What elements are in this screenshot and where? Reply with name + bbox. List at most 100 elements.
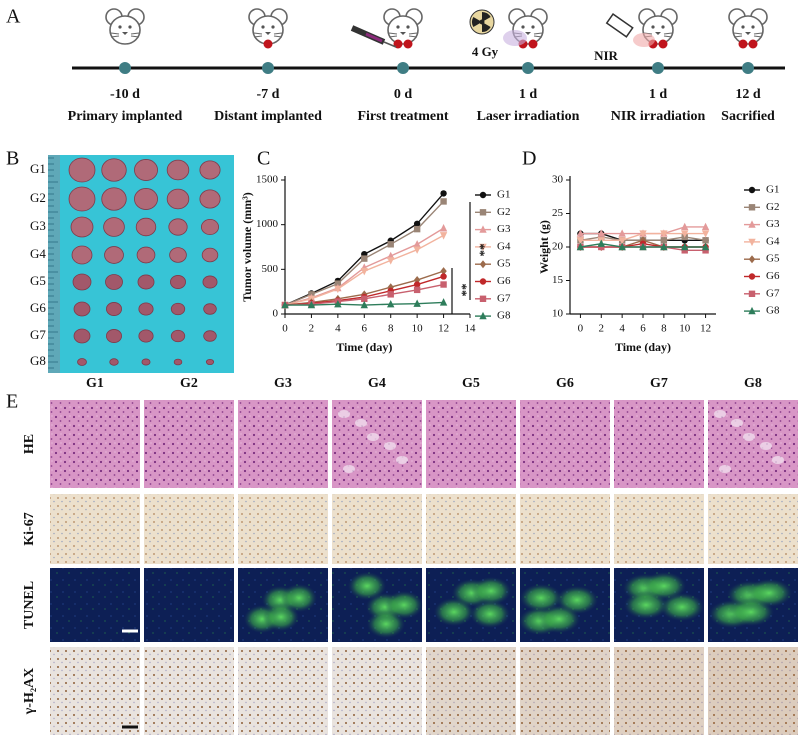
timeline-event: Laser irradiation: [477, 109, 580, 124]
marker: [639, 230, 647, 238]
legend-marker: [479, 260, 487, 269]
micrograph: [238, 400, 328, 488]
panel-label: B: [6, 148, 19, 170]
legend-marker: [748, 238, 756, 247]
significance-label: **: [473, 244, 488, 257]
tunel-signal: [263, 603, 299, 631]
tumor: [109, 358, 119, 366]
marker: [639, 242, 647, 251]
column-header: G1: [86, 376, 104, 391]
ruler: [48, 155, 60, 373]
tumor: [103, 217, 125, 237]
tissue-void: [714, 410, 726, 418]
legend-marker: [748, 220, 756, 228]
radiation-blade: [472, 17, 482, 27]
marker: [681, 242, 689, 251]
tumor: [203, 303, 217, 315]
row-header: HE: [22, 434, 37, 454]
marker: [701, 242, 710, 251]
timeline-day: -10 d: [110, 87, 140, 102]
marker: [334, 280, 342, 287]
tunel-signal: [348, 572, 386, 600]
legend-label: G4: [766, 235, 780, 247]
tumor: [138, 302, 154, 316]
marker: [413, 220, 421, 227]
marker: [702, 237, 709, 244]
timeline-day: -7 d: [257, 87, 280, 102]
tissue-void: [743, 433, 755, 441]
x-tick-label: 0: [578, 323, 584, 335]
radiation-blade: [482, 12, 491, 22]
tissue-void: [367, 433, 379, 441]
dose-label: 4 Gy: [472, 44, 499, 59]
photo-row-label: G4: [30, 246, 46, 261]
tissue-void: [396, 456, 408, 464]
tunel-signal: [471, 577, 511, 605]
y-tick-label: 30: [552, 174, 564, 186]
legend-marker: [479, 278, 487, 285]
nir-beam: [633, 33, 655, 47]
marker: [597, 229, 605, 237]
marker: [387, 241, 394, 248]
marker: [576, 242, 585, 251]
tunel-signal: [728, 598, 774, 626]
y-tick-label: 15: [552, 274, 564, 286]
tumor: [73, 328, 91, 344]
tunel-signal: [660, 593, 704, 621]
tissue-void: [355, 419, 367, 427]
column-header: G8: [744, 376, 762, 391]
tumor: [72, 273, 92, 291]
tissue-void: [772, 456, 784, 464]
marker: [334, 285, 342, 294]
marker: [618, 229, 626, 237]
column-header: G5: [462, 376, 480, 391]
marker: [439, 232, 448, 240]
tumor: [200, 218, 219, 235]
legend-marker: [748, 186, 756, 194]
tumor: [168, 218, 188, 236]
micrograph: [520, 400, 610, 488]
marker: [576, 229, 585, 237]
timeline-dot: [652, 62, 664, 74]
legend-label: G2: [497, 206, 510, 218]
y-tick-label: 10: [552, 308, 564, 320]
micrograph: [144, 568, 234, 642]
tissue-void: [338, 410, 350, 418]
tumor-icon: [748, 39, 758, 49]
y-tick-label: 1500: [256, 174, 279, 186]
tumor: [70, 216, 94, 238]
marker: [660, 242, 668, 251]
tumor: [199, 189, 221, 209]
micrograph: [520, 494, 610, 564]
micrograph: [332, 647, 422, 735]
syringe-needle: [383, 41, 397, 48]
micrograph: [614, 400, 704, 488]
x-tick-label: 12: [700, 323, 711, 335]
marker: [387, 291, 394, 298]
marker: [387, 257, 395, 265]
legend-label: G5: [766, 253, 780, 265]
legend-label: G1: [766, 184, 779, 196]
stain-overlay: [520, 647, 610, 735]
x-tick-label: 6: [362, 323, 368, 335]
micrograph: [144, 400, 234, 488]
marker: [360, 300, 368, 309]
x-axis-title: Time (day): [615, 340, 671, 354]
marker: [439, 298, 448, 306]
tumor: [173, 358, 183, 366]
legend-label: G8: [497, 310, 511, 322]
tumor: [68, 186, 96, 212]
marker: [618, 237, 626, 245]
y-tick-label: 25: [552, 207, 564, 219]
x-tick-label: 4: [619, 323, 625, 335]
y-axis-title: Weight (g): [537, 220, 551, 274]
stain-overlay: [614, 647, 704, 735]
marker: [440, 190, 447, 197]
mouse-icon: [105, 8, 145, 45]
marker: [440, 198, 447, 205]
photo-row-label: G8: [30, 353, 46, 368]
tunel-signal: [520, 584, 562, 612]
photo-row-label: G2: [30, 190, 46, 205]
radiation-blade: [482, 22, 491, 32]
column-header: G7: [650, 376, 668, 391]
